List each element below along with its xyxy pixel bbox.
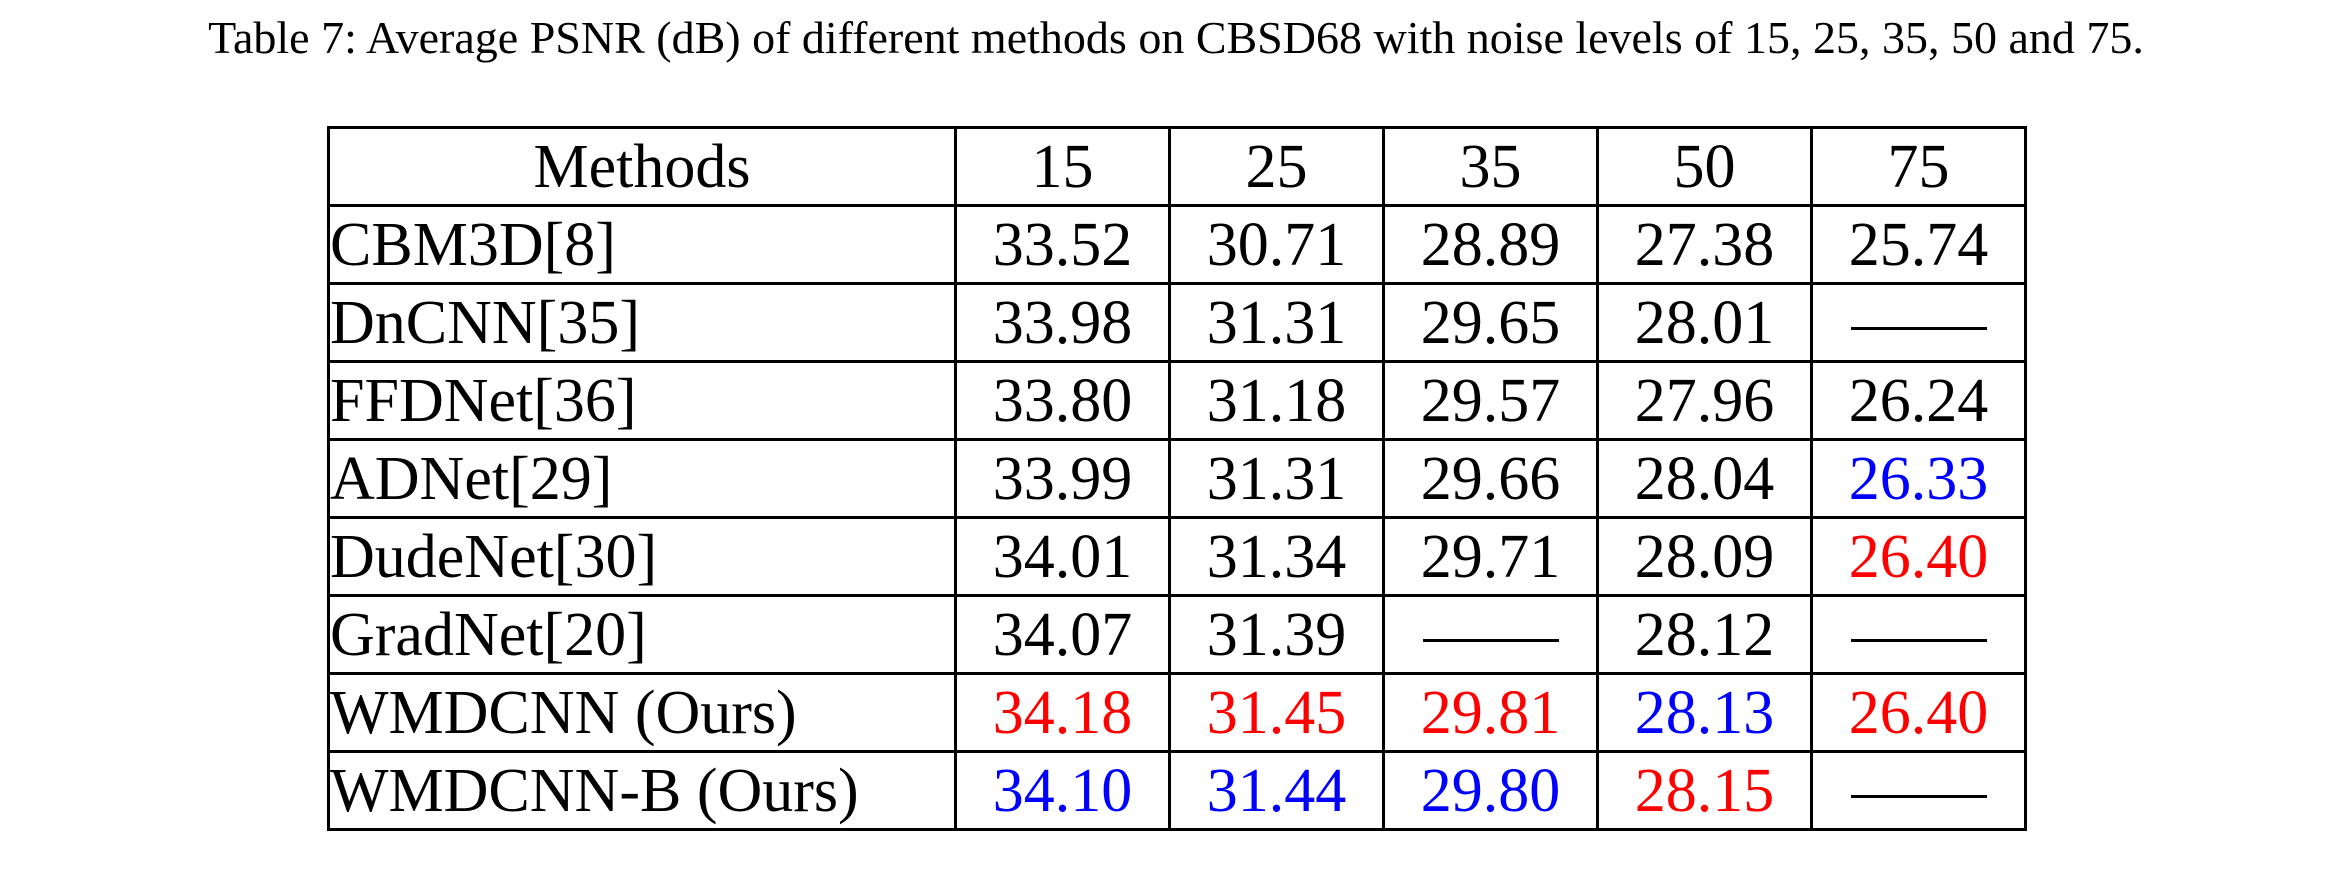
header-noise-15: 15 [954, 126, 1171, 207]
psnr-value-cell: 28.15 [1596, 750, 1813, 831]
dash-icon [1850, 638, 1987, 642]
header-methods: Methods [327, 126, 957, 207]
psnr-value-cell: 34.10 [954, 750, 1171, 831]
empty-value-cell [1810, 282, 2027, 363]
header-noise-35: 35 [1382, 126, 1599, 207]
table-header-row: Methods 15 25 35 50 75 [327, 126, 2027, 207]
psnr-value-cell: 33.52 [954, 204, 1171, 285]
dash-icon [1850, 794, 1987, 798]
psnr-value-cell: 34.01 [954, 516, 1171, 597]
psnr-value-cell: 26.40 [1810, 672, 2027, 753]
table-caption: Table 7: Average PSNR (dB) of different … [208, 12, 2144, 63]
psnr-value-cell: 26.40 [1810, 516, 2027, 597]
table-row: DnCNN[35] 33.98 31.31 29.65 28.01 [327, 282, 2027, 363]
psnr-value-cell: 28.13 [1596, 672, 1813, 753]
header-noise-75: 75 [1810, 126, 2027, 207]
psnr-value-cell: 30.71 [1168, 204, 1385, 285]
psnr-value-cell: 29.57 [1382, 360, 1599, 441]
psnr-value-cell: 31.39 [1168, 594, 1385, 675]
psnr-value-cell: 29.71 [1382, 516, 1599, 597]
psnr-value-cell: 29.66 [1382, 438, 1599, 519]
dash-icon [1850, 326, 1987, 330]
psnr-value-cell: 27.96 [1596, 360, 1813, 441]
psnr-value-cell: 25.74 [1810, 204, 2027, 285]
empty-value-cell [1382, 594, 1599, 675]
table-row: WMDCNN-B (Ours) 34.10 31.44 29.80 28.15 [327, 750, 2027, 831]
psnr-value-cell: 29.81 [1382, 672, 1599, 753]
psnr-value-cell: 31.44 [1168, 750, 1385, 831]
method-name-cell: FFDNet[36] [327, 360, 957, 441]
psnr-value-cell: 33.99 [954, 438, 1171, 519]
psnr-value-cell: 31.18 [1168, 360, 1385, 441]
psnr-value-cell: 29.80 [1382, 750, 1599, 831]
method-name-cell: DudeNet[30] [327, 516, 957, 597]
header-noise-25: 25 [1168, 126, 1385, 207]
psnr-value-cell: 34.07 [954, 594, 1171, 675]
psnr-value-cell: 28.01 [1596, 282, 1813, 363]
table-body: CBM3D[8] 33.52 30.71 28.89 27.38 25.74 DnCNN[3… [327, 204, 2027, 831]
psnr-value-cell: 28.09 [1596, 516, 1813, 597]
psnr-value-cell: 28.04 [1596, 438, 1813, 519]
method-name-cell: ADNet[29] [327, 438, 957, 519]
psnr-value-cell: 28.89 [1382, 204, 1599, 285]
psnr-value-cell: 31.34 [1168, 516, 1385, 597]
psnr-value-cell: 26.33 [1810, 438, 2027, 519]
psnr-value-cell: 28.12 [1596, 594, 1813, 675]
psnr-value-cell: 33.80 [954, 360, 1171, 441]
psnr-results-table: Methods 15 25 35 50 75 CBM3D[8] 33.52 30.7… [327, 126, 2027, 831]
table-row: DudeNet[30] 34.01 31.34 29.71 28.09 26.40 [327, 516, 2027, 597]
table-row: CBM3D[8] 33.52 30.71 28.89 27.38 25.74 [327, 204, 2027, 285]
method-name-cell: CBM3D[8] [327, 204, 957, 285]
method-name-cell: GradNet[20] [327, 594, 957, 675]
header-noise-50: 50 [1596, 126, 1813, 207]
psnr-value-cell: 31.31 [1168, 438, 1385, 519]
psnr-value-cell: 31.45 [1168, 672, 1385, 753]
method-name-cell: DnCNN[35] [327, 282, 957, 363]
psnr-value-cell: 26.24 [1810, 360, 2027, 441]
method-name-cell: WMDCNN-B (Ours) [327, 750, 957, 831]
empty-value-cell [1810, 594, 2027, 675]
psnr-value-cell: 27.38 [1596, 204, 1813, 285]
psnr-value-cell: 34.18 [954, 672, 1171, 753]
table-row: GradNet[20] 34.07 31.39 28.12 [327, 594, 2027, 675]
psnr-value-cell: 29.65 [1382, 282, 1599, 363]
method-name-cell: WMDCNN (Ours) [327, 672, 957, 753]
empty-value-cell [1810, 750, 2027, 831]
table-row: ADNet[29] 33.99 31.31 29.66 28.04 26.33 [327, 438, 2027, 519]
psnr-value-cell: 31.31 [1168, 282, 1385, 363]
table-row: WMDCNN (Ours) 34.18 31.45 29.81 28.13 26.40 [327, 672, 2027, 753]
dash-icon [1422, 638, 1559, 642]
table-row: FFDNet[36] 33.80 31.18 29.57 27.96 26.24 [327, 360, 2027, 441]
psnr-value-cell: 33.98 [954, 282, 1171, 363]
